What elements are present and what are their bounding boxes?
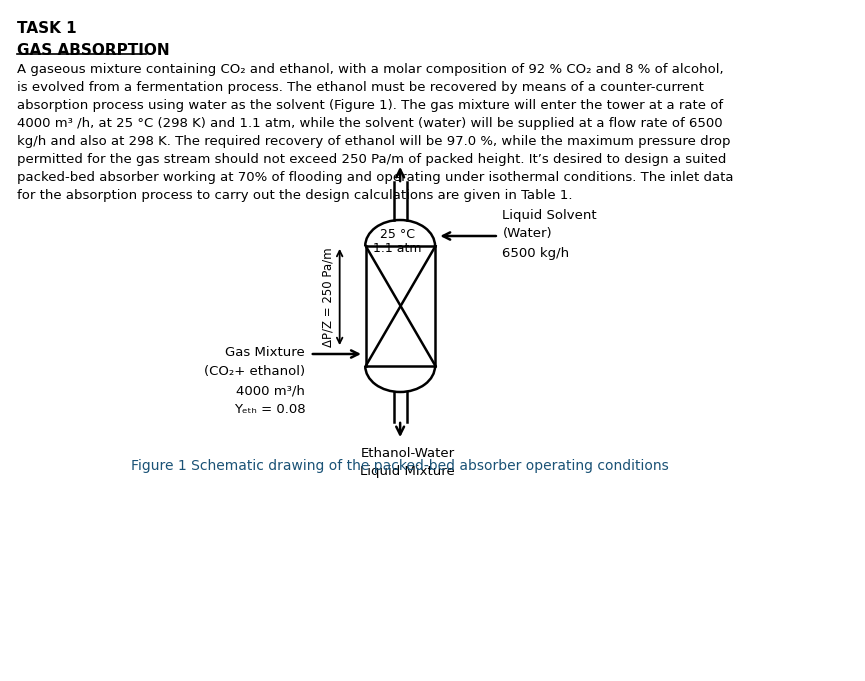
- Text: 25 °C: 25 °C: [380, 228, 415, 241]
- Text: Gas Mixture
(CO₂+ ethanol)
4000 m³/h
Yₑₜₕ = 0.08: Gas Mixture (CO₂+ ethanol) 4000 m³/h Yₑₜ…: [204, 346, 305, 416]
- Text: Liquid Solvent
(Water)
6500 kg/h: Liquid Solvent (Water) 6500 kg/h: [503, 208, 597, 259]
- Text: 1.1 atm: 1.1 atm: [373, 242, 421, 255]
- Text: TASK 1: TASK 1: [16, 21, 76, 36]
- Text: GAS ABSORPTION: GAS ABSORPTION: [16, 43, 170, 58]
- Text: ΔP/Z = 250 Pa/m: ΔP/Z = 250 Pa/m: [321, 247, 334, 347]
- Text: Ethanol-Water
Liquid Mixture: Ethanol-Water Liquid Mixture: [360, 447, 455, 478]
- Text: Figure 1 Schematic drawing of the packed-bed absorber operating conditions: Figure 1 Schematic drawing of the packed…: [131, 459, 669, 473]
- Text: A gaseous mixture containing CO₂ and ethanol, with a molar composition of 92 % C: A gaseous mixture containing CO₂ and eth…: [16, 63, 734, 202]
